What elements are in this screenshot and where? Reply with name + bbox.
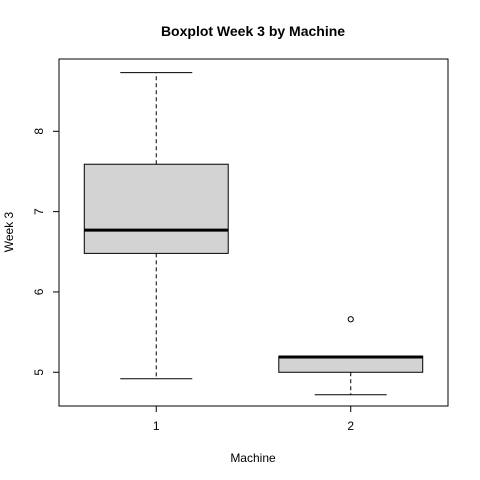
box-machine-1 [83,72,229,380]
y-axis: 5 6 7 8 [32,128,59,376]
x-tick-label: 2 [347,419,354,433]
y-axis-label: Week 3 [2,211,16,252]
iqr-box [83,163,229,254]
y-tick-label: 5 [32,369,46,376]
x-axis-label: Machine [230,451,276,465]
y-tick-label: 6 [32,288,46,295]
iqr-box [278,355,424,373]
outlier-point [347,316,354,323]
plot-frame [58,58,449,407]
chart-title: Boxplot Week 3 by Machine [161,23,345,39]
y-tick-label: 7 [32,208,46,215]
x-tick-label: 1 [153,419,160,433]
boxes-group [83,72,424,396]
box-machine-2 [278,316,424,396]
y-tick-label: 8 [32,128,46,135]
